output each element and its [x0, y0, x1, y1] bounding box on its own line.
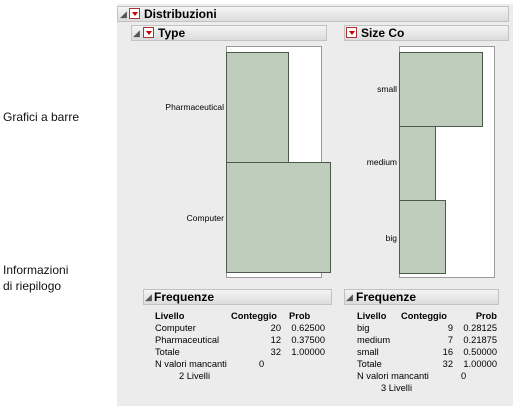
- table-row: Pharmaceutical 12 0.37500: [155, 334, 325, 346]
- callout-summary-line1: Informazioni: [3, 263, 69, 277]
- size-freq-title: Frequenze: [356, 290, 417, 304]
- bar-medium: [399, 126, 436, 201]
- size-title: Size Co: [361, 26, 405, 40]
- col-header-prob: Prob: [289, 311, 311, 321]
- bar-small: [399, 52, 483, 127]
- col-header-level: Livello: [357, 311, 387, 321]
- col-header-count: Conteggio: [401, 311, 447, 321]
- bar-pharmaceutical: [226, 52, 289, 163]
- cell-level: medium: [357, 335, 391, 345]
- size-frequency-table: Livello Conteggio Prob big 9 0.28125 med…: [357, 310, 497, 394]
- callout-bar-charts: Grafici a barre: [3, 110, 80, 124]
- cell-count: 7: [447, 335, 453, 345]
- col-header-count: Conteggio: [231, 311, 277, 321]
- cell-level: Totale: [357, 359, 382, 369]
- size-red-triangle-menu-icon[interactable]: [346, 27, 357, 38]
- collapse-triangle-icon[interactable]: ◢: [120, 9, 127, 19]
- type-collapse-triangle-icon[interactable]: ◢: [133, 28, 140, 38]
- missing-label: N valori mancanti: [357, 371, 429, 381]
- col-header-level: Livello: [155, 311, 185, 321]
- table-row: Computer 20 0.62500: [155, 322, 325, 334]
- cell-level: Pharmaceutical: [155, 335, 220, 345]
- report-title: Distribuzioni: [144, 7, 217, 21]
- bar-big: [399, 200, 446, 274]
- cell-level: Totale: [155, 347, 180, 357]
- category-label-medium: medium: [366, 157, 397, 167]
- table-row: Totale 32 1.00000: [155, 346, 325, 358]
- col-header-prob: Prob: [475, 311, 497, 321]
- type-frequency-table: Livello Conteggio Prob Computer 20 0.625…: [155, 310, 325, 382]
- type-header: [131, 25, 327, 41]
- cell-count: 9: [447, 323, 453, 333]
- red-triangle-menu-icon[interactable]: [129, 8, 140, 19]
- cell-level: big: [357, 323, 370, 333]
- missing-value: 0: [259, 359, 265, 369]
- type-freq-header: [143, 289, 332, 305]
- cell-prob: 1.00000: [463, 359, 497, 369]
- category-label-pharmaceutical: Pharmaceutical: [165, 102, 224, 112]
- cell-count: 20: [270, 323, 281, 333]
- table-row: medium 7 0.21875: [357, 334, 497, 346]
- cell-count: 12: [270, 335, 281, 345]
- table-row: big 9 0.28125: [357, 322, 497, 334]
- cell-level: Computer: [155, 323, 196, 333]
- type-red-triangle-menu-icon[interactable]: [143, 27, 154, 38]
- size-freq-header: [344, 289, 499, 305]
- size-header: [344, 25, 509, 41]
- type-title: Type: [158, 26, 186, 40]
- missing-label: N valori mancanti: [155, 359, 227, 369]
- type-freq-title: Frequenze: [154, 290, 215, 304]
- missing-value: 0: [461, 371, 467, 381]
- distribution-header: [117, 6, 509, 22]
- cell-prob: 0.62500: [291, 323, 325, 333]
- category-label-big: big: [385, 233, 397, 243]
- levels-count: 2 Livelli: [179, 371, 211, 381]
- cell-prob: 0.28125: [463, 323, 497, 333]
- cell-prob: 0.50000: [463, 347, 497, 357]
- table-row: small 16 0.50000: [357, 346, 497, 358]
- category-label-small: small: [377, 84, 397, 94]
- bar-computer: [226, 162, 331, 273]
- cell-level: small: [357, 347, 379, 357]
- cell-count: 32: [270, 347, 281, 357]
- cell-prob: 0.37500: [291, 335, 325, 345]
- size-freq-collapse-triangle-icon[interactable]: ◢: [346, 292, 353, 302]
- category-label-computer: Computer: [186, 213, 224, 223]
- cell-count: 16: [442, 347, 453, 357]
- levels-count: 3 Livelli: [381, 383, 413, 393]
- cell-count: 32: [442, 359, 453, 369]
- callout-summary-line2: di riepilogo: [3, 279, 62, 293]
- table-row: Totale 32 1.00000: [357, 358, 497, 370]
- cell-prob: 1.00000: [291, 347, 325, 357]
- cell-prob: 0.21875: [463, 335, 497, 345]
- type-freq-collapse-triangle-icon[interactable]: ◢: [145, 292, 152, 302]
